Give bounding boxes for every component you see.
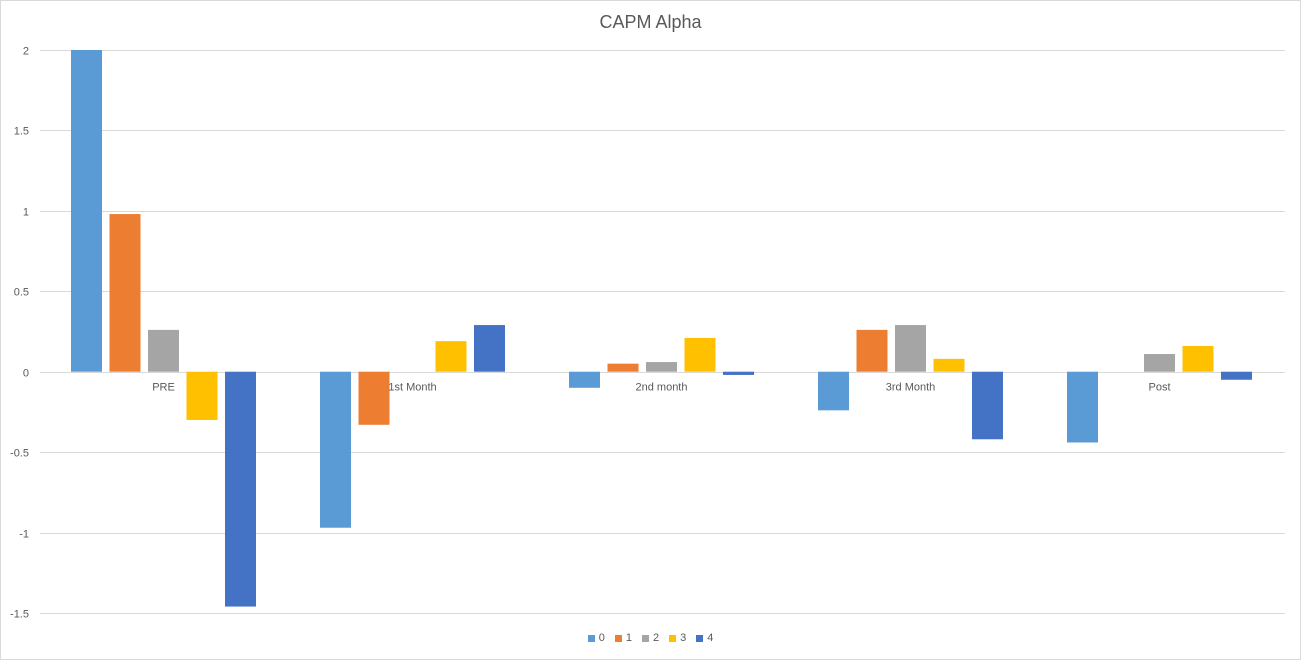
legend-label: 4: [707, 632, 714, 644]
y-tick-label: 0.5: [14, 287, 29, 299]
chart-title: CAPM Alpha: [599, 12, 702, 32]
y-tick-label: 1.5: [14, 126, 29, 138]
legend-label: 2: [652, 632, 660, 644]
y-tick-label: 2: [23, 46, 29, 58]
legend-swatch: [587, 634, 595, 642]
chart-legend: 0 1 2 3 4: [0, 632, 1301, 644]
bar-post-series-0: [1067, 371, 1098, 443]
bar-3rd-month-series-4: [972, 371, 1003, 440]
bar-pre-series-0: [71, 50, 102, 372]
bar-2nd-month-series-3: [684, 337, 716, 372]
legend-swatch: [669, 634, 677, 642]
bar-post-series-2: [1144, 354, 1175, 372]
legend-item: 2: [641, 632, 660, 644]
y-tick-label: -0.5: [10, 448, 29, 460]
legend-label: 0: [598, 632, 605, 644]
bar-3rd-month-series-0: [818, 371, 849, 411]
x-category-label: Post: [1148, 382, 1170, 394]
bar-2nd-month-series-0: [569, 371, 600, 388]
y-tick-label: -1.5: [10, 609, 29, 621]
legend-label: 3: [680, 632, 687, 644]
y-tick-label: 1: [23, 207, 29, 219]
bar-2nd-month-series-2: [646, 362, 677, 372]
x-category-label: PRE: [152, 382, 175, 394]
y-tick-label: -1: [19, 529, 29, 541]
bar-2nd-month-series-4: [723, 371, 754, 375]
bar-3rd-month-series-1: [856, 329, 888, 372]
y-tick-label: 0: [23, 368, 29, 380]
x-category-label: 2nd month: [636, 382, 688, 394]
legend-swatch: [641, 634, 649, 642]
legend-swatch: [614, 634, 622, 642]
legend-item: 4: [696, 632, 713, 644]
bar-pre-series-2: [148, 329, 179, 372]
bar-1st-month-series-0: [320, 371, 351, 528]
bar-1st-month-series-4: [474, 325, 505, 372]
legend-item: 3: [669, 632, 686, 644]
x-category-label: 3rd Month: [886, 382, 936, 394]
bar-1st-month-series-1: [358, 371, 390, 425]
bar-pre-series-3: [186, 371, 218, 420]
bar-3rd-month-series-2: [895, 325, 926, 372]
bar-2nd-month-series-1: [607, 363, 639, 372]
bar-pre-series-4: [225, 371, 256, 607]
bar-pre-series-1: [109, 214, 141, 372]
bar-1st-month-series-3: [435, 341, 467, 372]
x-category-label: 1st Month: [388, 382, 436, 394]
legend-item: 0: [587, 632, 605, 644]
bar-3rd-month-series-3: [933, 358, 965, 372]
bar-post-series-3: [1182, 345, 1214, 372]
legend-label: 1: [625, 632, 632, 644]
legend-item: 1: [614, 632, 632, 644]
legend-swatch: [696, 634, 704, 642]
bar-post-series-4: [1221, 371, 1252, 380]
